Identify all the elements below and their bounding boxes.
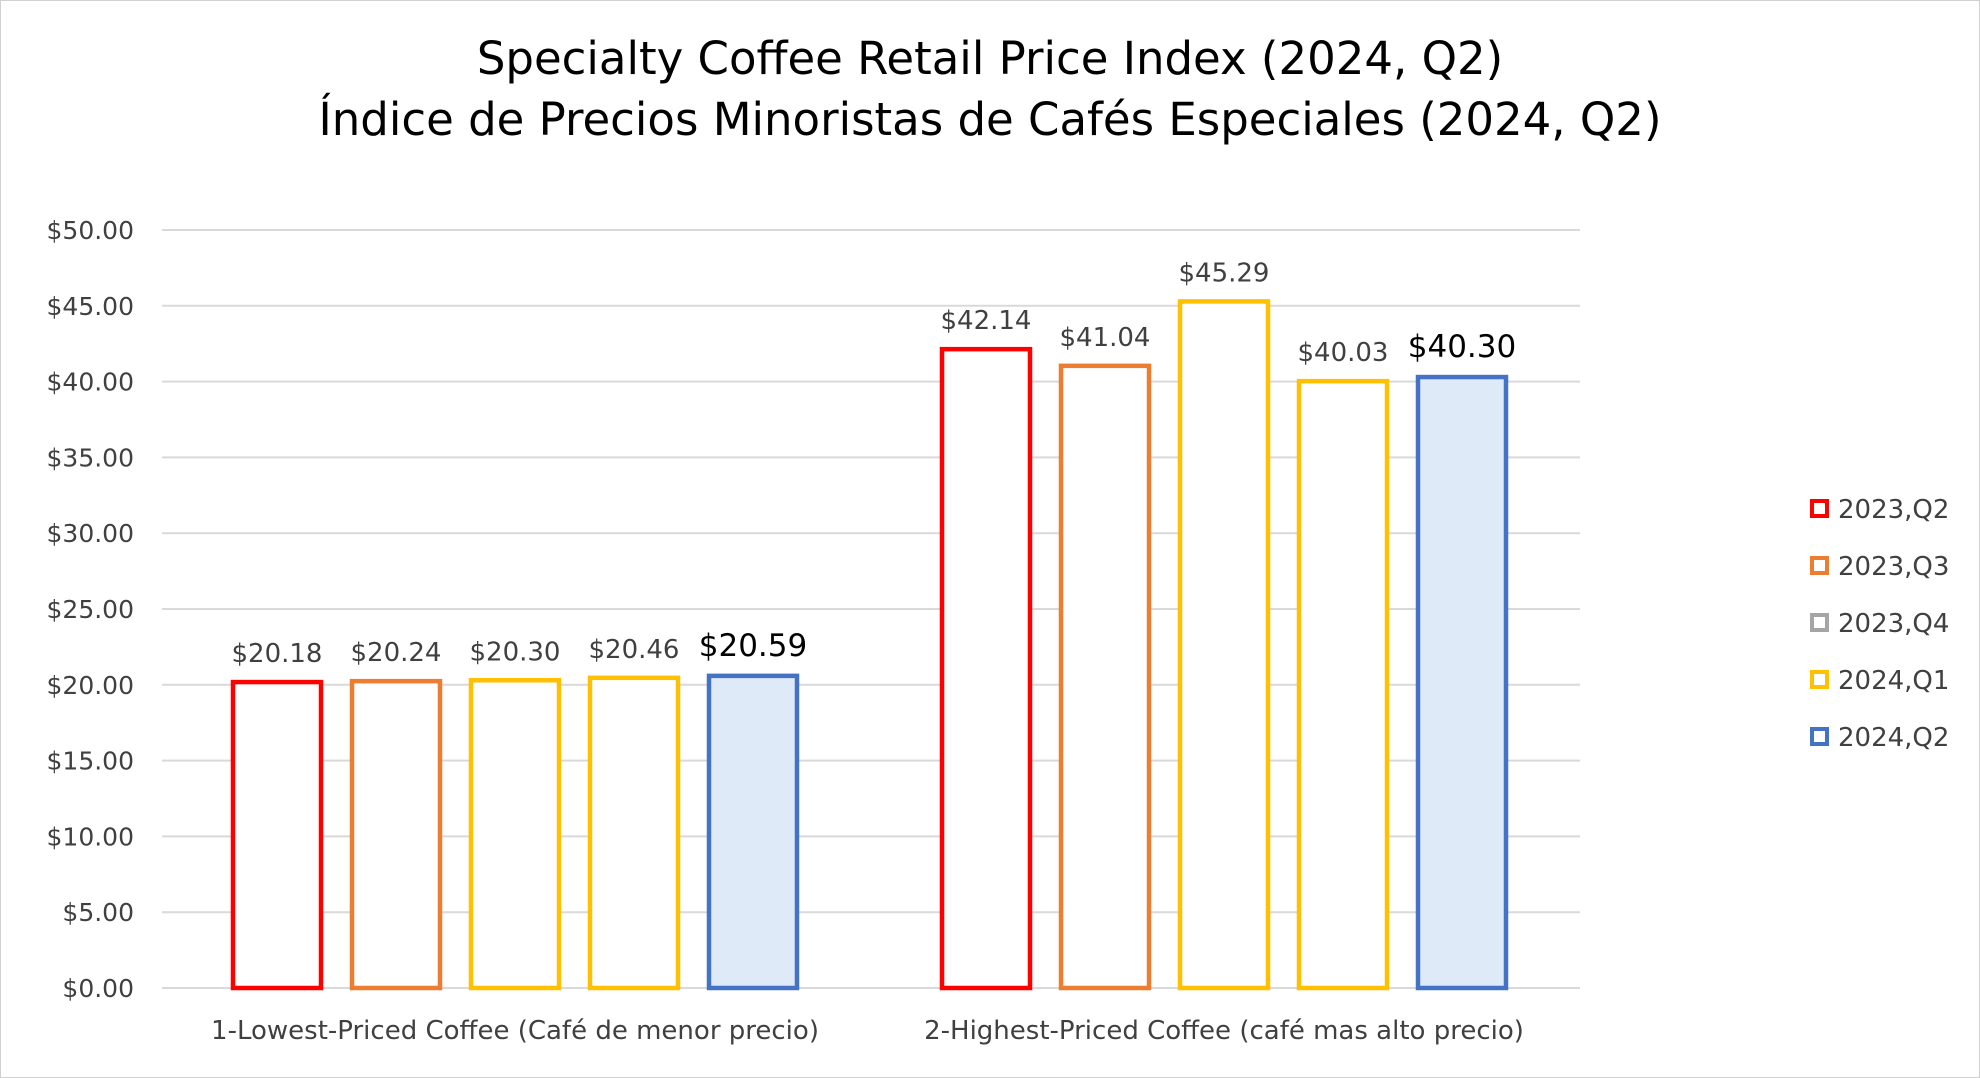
bar-2024-q1	[1177, 299, 1271, 991]
chart-title: Specialty Coffee Retail Price Index (202…	[0, 28, 1980, 150]
data-label: $20.24	[351, 638, 442, 668]
data-labels: $20.18 $20.24 $20.30 $20.46 $20.59 $42.14 $41.…	[232, 258, 1517, 669]
category-label: 1-Lowest-Priced Coffee (Café de menor pr…	[211, 1016, 819, 1046]
legend-label: 2024,Q2	[1838, 723, 1949, 753]
bar-2023-q3	[349, 678, 443, 991]
data-label: $20.59	[699, 628, 807, 664]
legend-label: 2023,Q4	[1838, 609, 1949, 639]
y-tick-label: $15.00	[47, 747, 134, 776]
data-label: $45.29	[1179, 258, 1270, 288]
category-axis: 1-Lowest-Priced Coffee (Café de menor pr…	[211, 1016, 1524, 1046]
bar-extra	[587, 675, 681, 991]
chart-title-line-1: Specialty Coffee Retail Price Index (202…	[476, 32, 1504, 85]
data-label: $42.14	[941, 306, 1032, 336]
legend-swatch	[1810, 613, 1829, 632]
legend-label: 2023,Q3	[1838, 552, 1949, 582]
y-tick-label: $30.00	[47, 519, 134, 548]
chart-title-line-2: Índice de Precios Minoristas de Cafés Es…	[318, 93, 1662, 146]
legend-item[interactable]: 2023,Q4	[1810, 609, 1949, 639]
legend-item[interactable]: 2023,Q3	[1810, 552, 1949, 582]
y-tick-label: $20.00	[47, 671, 134, 700]
legend-swatch	[1810, 556, 1829, 575]
bar-extra	[1296, 378, 1390, 991]
y-axis-ticks: $0.00 $5.00 $10.00 $15.00 $20.00 $25.00 $30.00…	[47, 216, 134, 1003]
data-label: $20.18	[232, 639, 323, 669]
bar-2023-q3	[1058, 363, 1152, 991]
data-label: $20.46	[589, 635, 680, 665]
legend-label: 2023,Q2	[1838, 495, 1949, 525]
category-label: 2-Highest-Priced Coffee (café mas alto p…	[924, 1016, 1524, 1046]
y-tick-label: $0.00	[62, 974, 134, 1003]
data-label: $40.30	[1408, 329, 1516, 365]
y-tick-label: $25.00	[47, 595, 134, 624]
bar-2024-q2	[1415, 374, 1509, 991]
data-label: $40.03	[1298, 338, 1389, 368]
legend-swatch	[1810, 727, 1829, 746]
bar-2023-q2	[230, 679, 324, 991]
y-tick-label: $5.00	[62, 898, 134, 927]
legend-item[interactable]: 2024,Q1	[1810, 666, 1949, 696]
legend-swatch	[1810, 499, 1829, 518]
legend-label: 2024,Q1	[1838, 666, 1949, 696]
legend-swatch	[1810, 670, 1829, 689]
data-label: $20.30	[470, 637, 561, 667]
y-tick-label: $40.00	[47, 368, 134, 397]
y-tick-label: $45.00	[47, 292, 134, 321]
bar-2024-q1	[468, 678, 562, 991]
y-tick-label: $35.00	[47, 443, 134, 472]
data-label: $41.04	[1060, 323, 1151, 353]
bar-2024-q2	[706, 673, 800, 991]
bar-2023-q2	[939, 346, 1033, 991]
legend-item[interactable]: 2024,Q2	[1810, 723, 1949, 753]
legend[interactable]: 2023,Q2 2023,Q3 2023,Q4 2024,Q1 2024,Q2	[1810, 495, 1949, 753]
bars	[230, 299, 1509, 991]
y-tick-label: $50.00	[47, 216, 134, 245]
y-tick-label: $10.00	[47, 822, 134, 851]
legend-item[interactable]: 2023,Q2	[1810, 495, 1949, 525]
